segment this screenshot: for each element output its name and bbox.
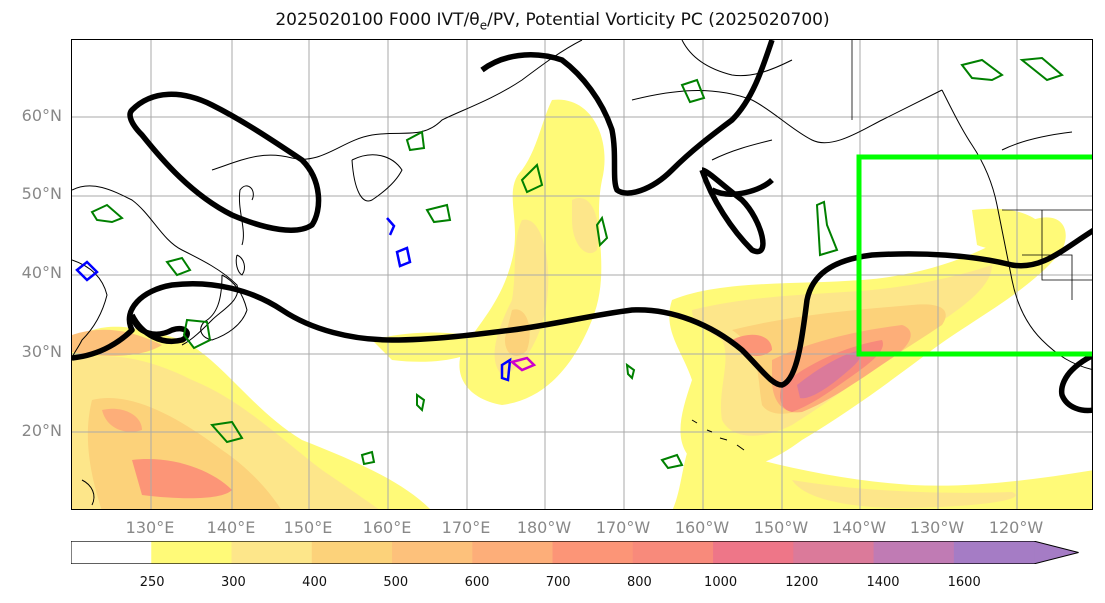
colorbar	[71, 541, 1079, 564]
lat-label-60n: 60°N	[21, 106, 62, 125]
colorbar-segment	[71, 541, 152, 564]
pv-green-contours	[90, 56, 1064, 470]
colorbar-tick-label: 800	[626, 575, 652, 590]
colorbar-segment	[713, 541, 794, 564]
colorbar-segment	[472, 541, 554, 564]
colorbar-tick-label: 250	[139, 575, 165, 590]
colorbar-segment	[151, 541, 233, 564]
lat-label-40n: 40°N	[21, 263, 62, 282]
coastlines	[72, 40, 1092, 506]
lat-label-30n: 30°N	[21, 342, 62, 361]
lon-label-160w: 160°W	[674, 518, 730, 537]
lon-label-170e: 170°E	[441, 518, 491, 537]
colorbar-segment	[632, 541, 714, 564]
lon-label-140e: 140°E	[206, 518, 256, 537]
lon-label-180w: 180°W	[516, 518, 572, 537]
pv-magenta-contours	[509, 356, 537, 372]
lon-label-150w: 150°W	[753, 518, 809, 537]
map-canvas	[72, 40, 1092, 509]
lon-label-150e: 150°E	[283, 518, 333, 537]
colorbar-segment	[552, 541, 634, 564]
lon-label-140w: 140°W	[831, 518, 887, 537]
colorbar-tick-label: 1200	[785, 575, 819, 590]
colorbar-border	[71, 541, 1079, 564]
ivt-shading	[72, 99, 1092, 509]
lon-label-160e: 160°E	[362, 518, 412, 537]
lon-label-130w: 130°W	[909, 518, 965, 537]
lat-label-20n: 20°N	[21, 421, 62, 440]
colorbar-tick-label: 400	[302, 575, 327, 590]
lon-label-130e: 130°E	[125, 518, 175, 537]
colorbar-tick-label: 300	[220, 575, 246, 590]
colorbar-segment	[392, 541, 473, 564]
colorbar-tick-label: 1600	[947, 575, 981, 590]
colorbar-segment	[311, 541, 393, 564]
lat-label-50n: 50°N	[21, 184, 62, 203]
colorbar-segment	[231, 541, 313, 564]
colorbar-extend-arrow	[1034, 541, 1079, 564]
colorbar-tick-label: 600	[464, 575, 490, 590]
map-panel[interactable]	[71, 39, 1093, 510]
colorbar-tick-label: 1000	[704, 575, 738, 590]
colorbar-tick-label: 500	[383, 575, 409, 590]
pv-blue-contours	[75, 217, 512, 382]
map-title: 2025020100 F000 IVT/θe/PV, Potential Vor…	[275, 10, 830, 33]
colorbar-segment	[873, 541, 955, 564]
black-contours	[72, 40, 1092, 414]
lon-label-120w: 120°W	[988, 518, 1044, 537]
colorbar-segment	[793, 541, 875, 564]
lon-label-170w: 170°W	[595, 518, 651, 537]
colorbar-segment	[953, 541, 1035, 564]
colorbar-tick-label: 700	[545, 575, 571, 590]
target-box	[856, 154, 1092, 357]
colorbar-tick-label: 1400	[866, 575, 900, 590]
